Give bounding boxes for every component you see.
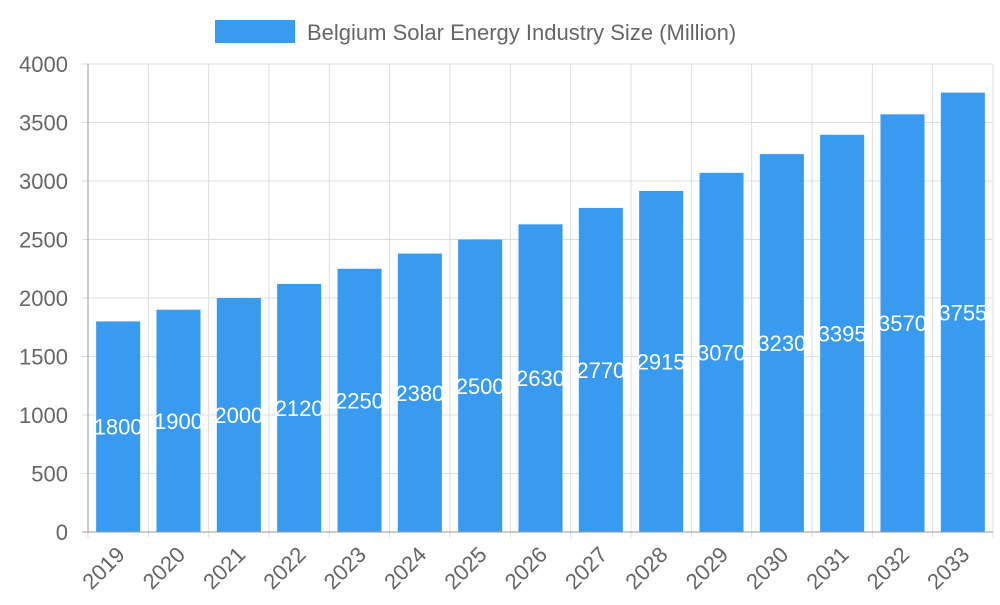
data-label: 3755 [938, 300, 987, 325]
data-label: 3070 [697, 340, 746, 365]
data-label: 2770 [576, 358, 625, 383]
data-label: 2915 [637, 349, 686, 374]
grid [82, 63, 994, 538]
y-tick-label: 2500 [19, 228, 68, 253]
bar [820, 134, 865, 532]
x-tick-label: 2023 [319, 542, 371, 594]
x-tick-label: 2028 [620, 542, 672, 594]
bar [216, 298, 261, 532]
data-label: 3570 [878, 311, 927, 336]
data-label: 2630 [516, 366, 565, 391]
bar [96, 321, 141, 532]
data-label: 2120 [275, 396, 324, 421]
x-tick-label: 2021 [198, 542, 250, 594]
data-label: 3395 [818, 321, 867, 346]
y-tick-label: 3000 [19, 169, 68, 194]
bars [96, 92, 985, 533]
x-tick-label: 2033 [922, 542, 974, 594]
bar [639, 190, 684, 532]
data-label: 1900 [154, 409, 203, 434]
y-tick-label: 3500 [19, 111, 68, 136]
x-tick-label: 2022 [258, 542, 310, 594]
x-tick-label: 2026 [500, 542, 552, 594]
x-tick-label: 2029 [681, 542, 733, 594]
x-tick-label: 2024 [379, 542, 431, 594]
x-tick-label: 2019 [77, 542, 129, 594]
bar [759, 154, 804, 532]
bar [518, 224, 563, 533]
legend-swatch [215, 20, 295, 43]
data-label: 2250 [335, 388, 384, 413]
data-label: 2500 [456, 374, 505, 399]
y-tick-label: 2000 [19, 286, 68, 311]
bar [940, 92, 985, 532]
y-tick-label: 1000 [19, 403, 68, 428]
legend-label: Belgium Solar Energy Industry Size (Mill… [307, 20, 736, 45]
bar [880, 114, 925, 532]
bar [458, 239, 503, 532]
y-tick-label: 1500 [19, 345, 68, 370]
x-tick-label: 2025 [439, 542, 491, 594]
bar [277, 283, 322, 532]
bar [699, 172, 744, 532]
data-label: 2000 [214, 403, 263, 428]
bar [156, 309, 201, 532]
x-tick-label: 2032 [862, 542, 914, 594]
bar [578, 207, 623, 532]
x-tick-label: 2020 [138, 542, 190, 594]
data-label: 3230 [757, 331, 806, 356]
data-label: 1800 [94, 415, 143, 440]
data-label: 2380 [395, 381, 444, 406]
bar [397, 253, 442, 533]
x-tick-label: 2030 [741, 542, 793, 594]
x-tick-label: 2031 [801, 542, 853, 594]
legend[interactable]: Belgium Solar Energy Industry Size (Mill… [215, 20, 736, 45]
x-tick-label: 2027 [560, 542, 612, 594]
y-tick-label: 4000 [19, 52, 68, 77]
data-labels: 1800 1900 2000 2120 2250 2380 2500 2630 2770 2915… [94, 300, 988, 439]
y-tick-label: 0 [56, 520, 68, 545]
y-tick-label: 500 [31, 462, 68, 487]
bar [337, 268, 382, 532]
